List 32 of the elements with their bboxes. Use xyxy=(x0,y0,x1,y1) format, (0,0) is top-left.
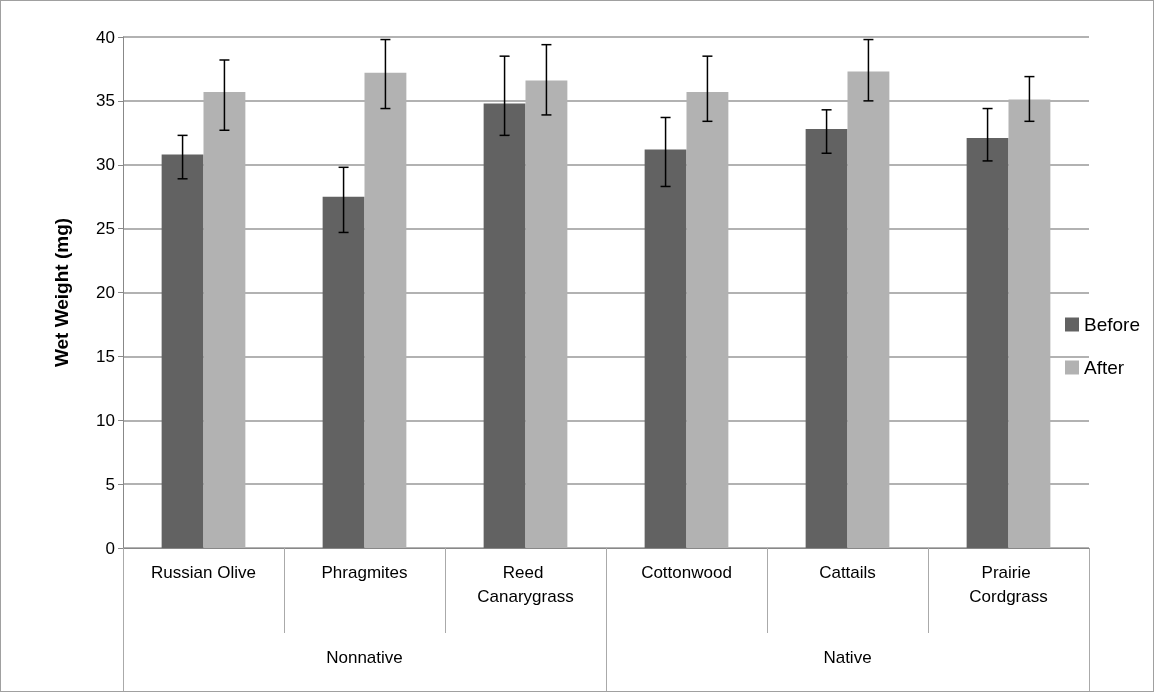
y-tick-label: 20 xyxy=(96,283,115,302)
bar xyxy=(322,196,365,548)
bar xyxy=(1008,99,1051,548)
x-tick-label: Prairie Cordgrass xyxy=(969,562,1048,606)
x-tick-label: Cattails xyxy=(819,562,876,582)
bar xyxy=(364,72,407,548)
y-tick-label: 35 xyxy=(96,91,115,111)
bar xyxy=(203,91,246,548)
x-tick-label: Cottonwood xyxy=(641,562,732,582)
bar xyxy=(525,80,568,548)
text: Native xyxy=(823,648,872,667)
y-tick-label: 25 xyxy=(96,219,115,239)
legend-label: After xyxy=(1084,357,1125,378)
y-axis-title: Wet Weight (mg) xyxy=(51,217,72,368)
y-tick-label: 10 xyxy=(96,410,115,430)
y-tick-label: 40 xyxy=(96,27,115,47)
bar xyxy=(161,154,204,548)
y-tick-label: 30 xyxy=(96,155,115,175)
bar xyxy=(966,137,1009,548)
text: Nonnative xyxy=(326,648,403,667)
legend-label: Before xyxy=(1084,314,1140,335)
x-tick-label: Russian Olive xyxy=(151,562,256,582)
bar xyxy=(483,103,526,548)
x-tick-label: Phragmites xyxy=(321,562,408,582)
y-tick-label: 0 xyxy=(105,538,115,558)
x-tick-label: Reed Canarygrass xyxy=(477,562,574,606)
bar xyxy=(847,71,890,548)
bar xyxy=(644,149,687,548)
bar xyxy=(805,128,848,548)
bar xyxy=(686,91,729,548)
y-tick-label: 15 xyxy=(96,346,115,366)
y-tick-label: 5 xyxy=(105,474,115,494)
